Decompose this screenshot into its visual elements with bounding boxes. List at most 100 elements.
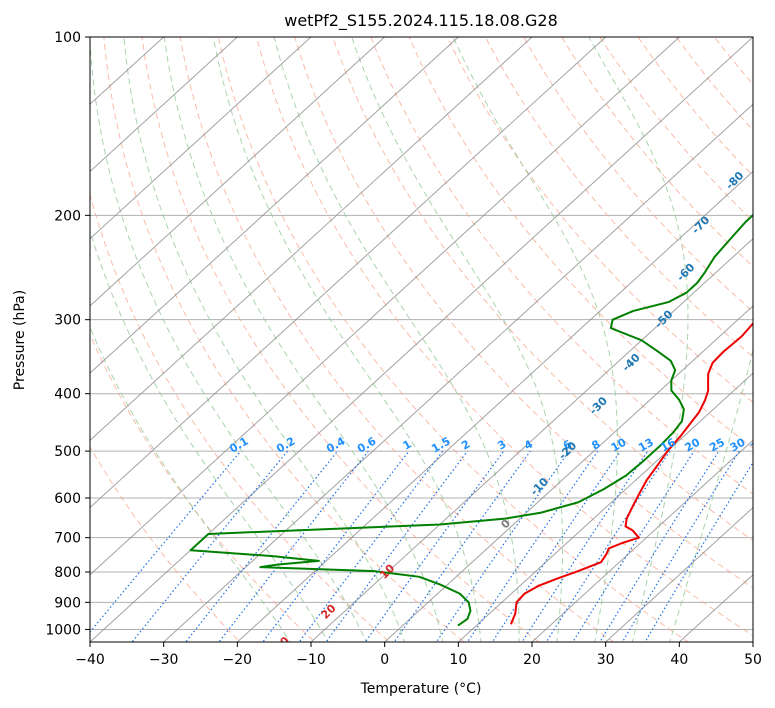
dry-adiabat-line: [217, 37, 690, 642]
mixing-ratio-line: [599, 450, 720, 642]
y-tick-label: 900: [54, 595, 81, 611]
mixing-ratio-line: [185, 450, 339, 642]
mixing-ratio-line: [545, 450, 671, 642]
moist-adiabat-line: [90, 229, 329, 642]
mixing-ratio-label: 0.1: [227, 435, 250, 456]
x-tick-label: −10: [296, 652, 326, 668]
y-tick-label: 700: [54, 531, 81, 547]
moist-adiabat-line: [351, 37, 564, 642]
moist-adiabat-line: [669, 348, 753, 642]
mixing-ratio-label: 30: [728, 435, 748, 454]
x-tick-label: −20: [223, 652, 253, 668]
chart-title: wetPf2_S155.2024.115.18.08.G28: [284, 11, 558, 31]
red-line-label: 40: [226, 666, 246, 686]
mixing-ratio-line: [621, 450, 740, 642]
isotherm-label: -80: [723, 169, 746, 192]
moist-adiabat-line: [123, 37, 406, 642]
isotherm-label: -90: [769, 120, 775, 143]
isotherm-line: [605, 506, 753, 642]
dry-adiabat-line: [90, 445, 241, 642]
mixing-ratio-label: 36: [748, 435, 768, 454]
dry-adiabat-line: [484, 37, 753, 358]
isotherm-label: -10: [528, 475, 551, 498]
mixing-ratio-line: [466, 450, 599, 642]
isotherm-label: -40: [620, 351, 643, 374]
y-tick-label: 200: [54, 208, 81, 224]
moist-adiabat-line: [90, 37, 367, 642]
dry-adiabat-line: [332, 37, 753, 542]
isotherm-line: [90, 37, 312, 240]
x-tick-label: −30: [149, 652, 179, 668]
dry-adiabat-line: [370, 37, 753, 495]
dry-adiabat-line: [446, 37, 753, 403]
isotherm-line: [90, 37, 607, 509]
x-tick-label: 30: [597, 652, 615, 668]
isotherm-line: [310, 237, 753, 642]
isotherm-label: -30: [587, 394, 610, 417]
isotherm-line: [90, 37, 680, 576]
y-tick-label: 600: [54, 491, 81, 507]
dry-adiabat-line: [408, 37, 753, 449]
mixing-ratio-line: [131, 450, 289, 642]
mixing-ratio-line: [262, 450, 410, 642]
mixing-ratio-label: 2: [459, 438, 472, 453]
dry-adiabat-line: [523, 37, 753, 313]
x-tick-label: 40: [670, 652, 688, 668]
moist-adiabat-line: [452, 37, 618, 642]
background-lines-layer: [90, 37, 753, 642]
y-tick-label: 800: [54, 565, 81, 581]
x-tick-label: 0: [380, 652, 389, 668]
moist-adiabat-line: [90, 326, 291, 642]
dry-adiabat-line: [294, 37, 753, 589]
mixing-ratio-label: 20: [683, 435, 703, 454]
y-tick-label: 400: [54, 387, 81, 403]
dry-adiabat-line: [179, 37, 615, 642]
dry-adiabat-line: [90, 333, 316, 642]
dry-adiabat-line: [255, 37, 753, 637]
isotherm-line: [90, 37, 238, 173]
y-axis-title: Pressure (hPa): [12, 290, 28, 390]
mixing-ratio-line: [393, 450, 531, 642]
red-line-label: 30: [272, 634, 292, 654]
mixing-ratio-label: 16: [658, 435, 678, 454]
x-tick-label: −40: [75, 652, 105, 668]
isotherm-line: [457, 372, 753, 642]
mixing-ratio-label: 1: [401, 438, 414, 453]
moist-adiabat-line: [588, 37, 689, 642]
moist-adiabat-line: [273, 37, 520, 642]
mixing-ratio-line: [491, 450, 621, 642]
y-tick-label: 300: [54, 313, 81, 329]
dry-adiabat-line: [751, 37, 753, 39]
mixing-ratio-label: 10: [609, 435, 629, 454]
isotherm-label: -70: [689, 213, 712, 236]
profile-layer: [189, 213, 753, 627]
x-tick-label: 50: [744, 652, 762, 668]
mixing-ratio-line: [364, 450, 505, 642]
temperature-profile-line: [510, 321, 753, 625]
y-tick-label: 100: [54, 30, 81, 46]
mixing-ratio-label: 3: [495, 438, 508, 453]
mixing-ratio-label: 1.5: [429, 435, 452, 456]
mixing-ratio-label: 25: [707, 436, 727, 455]
mixing-ratio-label: 0.4: [324, 434, 348, 455]
isotherm-line: [531, 439, 753, 642]
dewpoint-profile-line: [189, 213, 753, 627]
x-tick-label: 20: [523, 652, 541, 668]
axes-layer: −40 −30 −20 −10 0 10 20 30 40 50 100 200 300 400 500 60…: [45, 30, 762, 668]
dry-adiabat-line: [103, 37, 465, 642]
moist-adiabat-line: [163, 37, 444, 642]
mixing-ratio-line: [572, 450, 695, 642]
x-axis-title: Temperature (°C): [360, 681, 482, 697]
isotherm-line: [90, 37, 459, 374]
mixing-ratio-line: [644, 461, 753, 642]
y-tick-label: 1000: [45, 622, 81, 638]
mixing-ratio-label: 0.6: [355, 434, 379, 455]
isotherm-line: [384, 305, 753, 642]
dry-adiabat-line: [675, 37, 753, 131]
isotherm-line: [90, 37, 386, 307]
isotherm-line: [163, 103, 753, 642]
isotherm-line: [236, 170, 753, 642]
isotherm-label: -60: [674, 261, 697, 284]
moist-adiabat-line: [212, 37, 482, 642]
